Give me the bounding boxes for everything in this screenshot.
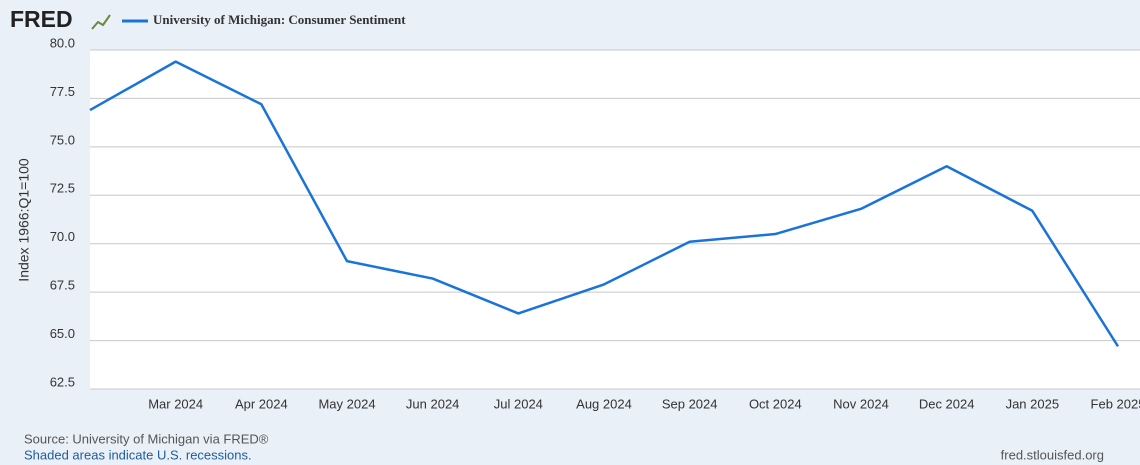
x-tick-label: Jan 2025 xyxy=(1006,396,1060,411)
y-tick-label: 80.0 xyxy=(50,35,75,50)
legend-label: University of Michigan: Consumer Sentime… xyxy=(153,12,406,27)
note[interactable]: Shaded areas indicate U.S. recessions. xyxy=(24,447,252,462)
x-tick-label: Apr 2024 xyxy=(235,396,288,411)
x-tick-label: Dec 2024 xyxy=(919,396,975,411)
x-tick-label: Nov 2024 xyxy=(833,396,889,411)
y-axis-label: Index 1966:Q1=100 xyxy=(16,158,32,282)
x-tick-label: Aug 2024 xyxy=(576,396,632,411)
y-tick-label: 77.5 xyxy=(50,84,75,99)
x-tick-label: Oct 2024 xyxy=(749,396,802,411)
plot-area xyxy=(90,50,1140,389)
y-tick-label: 67.5 xyxy=(50,278,75,293)
y-tick-label: 75.0 xyxy=(50,132,75,147)
y-tick-label: 65.0 xyxy=(50,326,75,341)
data-line xyxy=(89,60,1120,348)
site[interactable]: fred.stlouisfed.org xyxy=(1001,447,1104,462)
source: Source: University of Michigan via FRED® xyxy=(24,431,269,446)
logo: FRED xyxy=(10,6,73,32)
x-tick-label: Sep 2024 xyxy=(662,396,718,411)
x-tick-label: Mar 2024 xyxy=(148,396,203,411)
x-tick-label: May 2024 xyxy=(318,396,375,411)
logo-icon xyxy=(91,14,111,30)
y-tick-label: 72.5 xyxy=(50,181,75,196)
x-tick-label: Jul 2024 xyxy=(494,396,543,411)
x-tick-label: Feb 2025 xyxy=(1091,396,1140,411)
x-tick-label: Jun 2024 xyxy=(406,396,460,411)
y-tick-label: 62.5 xyxy=(50,374,75,389)
y-tick-label: 70.0 xyxy=(50,229,75,244)
